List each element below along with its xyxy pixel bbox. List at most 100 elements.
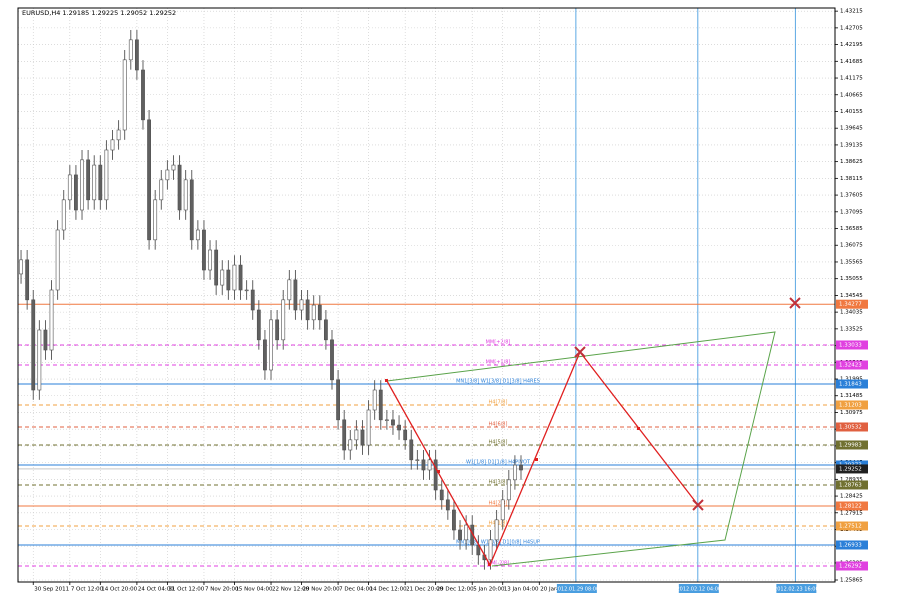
x-tick-label: 31 Oct 12:00 — [168, 587, 204, 593]
level-price-box — [836, 400, 868, 410]
pattern-drawing — [385, 297, 801, 567]
highlight-label-box — [776, 584, 817, 593]
candle-body — [232, 264, 237, 291]
candle-body — [281, 299, 286, 341]
y-tick-label: 1.38625 — [840, 159, 863, 165]
level-price-label: 1.32423 — [839, 362, 862, 368]
candle-body — [513, 464, 517, 481]
level-price-label: 1.26933 — [839, 542, 862, 548]
candle-body — [433, 459, 438, 491]
level-name: MN1[0/8] W1[0/8] D1[0/8] H4SUP — [456, 539, 540, 545]
candle-body — [317, 304, 322, 321]
y-tick-label: 1.38115 — [840, 176, 863, 182]
y-tick-label: 1.42195 — [840, 42, 863, 48]
level-price-box — [836, 379, 868, 389]
level-price-box — [836, 540, 868, 550]
candle-body — [488, 539, 493, 561]
x-tick-label: 22 Nov 12:00 — [272, 587, 310, 593]
y-tick-label: 1.39645 — [840, 126, 863, 132]
candle-body — [61, 199, 66, 231]
candle-body — [165, 169, 170, 181]
y-tick-label: 1.28935 — [840, 477, 863, 483]
level-price-label: 1.29983 — [839, 442, 862, 448]
candle-body — [214, 249, 219, 286]
level-price-box — [836, 501, 868, 511]
y-tick-label: 1.33525 — [840, 326, 863, 332]
candle-body — [305, 299, 310, 321]
y-tick-label: 1.41685 — [840, 59, 863, 65]
y-tick-label: 1.34545 — [840, 293, 863, 299]
candle-body — [86, 159, 91, 201]
cross-markers — [574, 297, 801, 511]
candle-body — [452, 509, 456, 531]
cross — [692, 499, 704, 511]
level-price-box — [836, 360, 868, 370]
x-tick-label: 21 Dec 20:00 — [406, 587, 443, 593]
candle-body — [299, 299, 304, 311]
candle-body — [409, 439, 414, 461]
dot — [637, 427, 640, 430]
x-tick-label: 24 Oct 04:00 — [138, 587, 174, 593]
candle-body — [49, 289, 54, 351]
y-tick-label: 1.35055 — [840, 276, 863, 282]
level-name: MN1[3/8] W1[3/8] D1[3/8] H4RES — [456, 379, 540, 385]
candle-body — [37, 329, 42, 391]
y-tick-label: 1.35565 — [840, 259, 863, 265]
y-tick-label: 1.39135 — [840, 142, 863, 148]
level-price-label: 1.33033 — [839, 342, 862, 348]
candle-body — [342, 419, 347, 451]
level-price-box — [836, 340, 868, 350]
level-price-box — [836, 299, 868, 309]
candle-body — [177, 164, 182, 211]
level-price-label: 1.28763 — [839, 482, 862, 488]
candle-body — [384, 419, 389, 421]
dot — [437, 470, 440, 473]
x-tick-label: 14 Oct 20:00 — [101, 587, 137, 593]
bid-label: 1.29252 — [839, 466, 862, 472]
candle-body — [244, 289, 249, 292]
candle-body — [189, 179, 194, 241]
pattern-dots — [385, 379, 640, 566]
plot-frame — [17, 7, 836, 583]
level-price-box — [836, 561, 868, 571]
candle-body — [122, 59, 127, 131]
candle-body — [500, 499, 505, 521]
level-name: H4[2/8] — [489, 501, 508, 507]
candle-body — [31, 299, 36, 391]
candle-body — [226, 269, 231, 291]
candle-body — [220, 269, 225, 286]
candle-body — [147, 119, 151, 241]
x-tick-label: 15 Nov 04:00 — [235, 587, 273, 593]
highlight-label: 2012.01.29 08:00 — [555, 587, 600, 593]
level-name: H4[3/8] — [489, 479, 508, 485]
level-price-label: 1.34277 — [839, 302, 862, 308]
level-price-label: 1.26292 — [839, 564, 862, 570]
x-tick-label: 7 Nov 20:00 — [205, 587, 239, 593]
y-tick-label: 1.30975 — [840, 410, 863, 416]
candle-body — [171, 164, 176, 171]
level-name: H4[5/8] — [489, 439, 508, 445]
y-tick-label: 1.40155 — [840, 109, 863, 115]
level-price-box — [836, 521, 868, 531]
candle-body — [183, 179, 188, 211]
y-tick-label: 1.34035 — [840, 310, 863, 316]
level-price-label: 1.30532 — [839, 424, 862, 430]
highlight-label-box — [556, 584, 597, 593]
candle-body — [391, 419, 395, 426]
candle-body — [269, 319, 273, 371]
candle-body — [92, 164, 97, 201]
candle-body — [311, 304, 316, 321]
y-tick-label: 1.43215 — [840, 9, 863, 15]
level-name: MM[+2/8] — [486, 339, 511, 345]
x-tick-label: 13 Jan 04:00 — [504, 587, 539, 593]
x-tick-label: 29 Dec 12:00 — [437, 587, 474, 593]
candle-body — [293, 279, 298, 311]
y-tick-label: 1.25865 — [840, 578, 863, 584]
candle-body — [195, 229, 200, 241]
candle-body — [360, 429, 365, 446]
candle-body — [74, 174, 78, 211]
candle-body — [323, 319, 328, 341]
candle-body — [445, 499, 450, 511]
